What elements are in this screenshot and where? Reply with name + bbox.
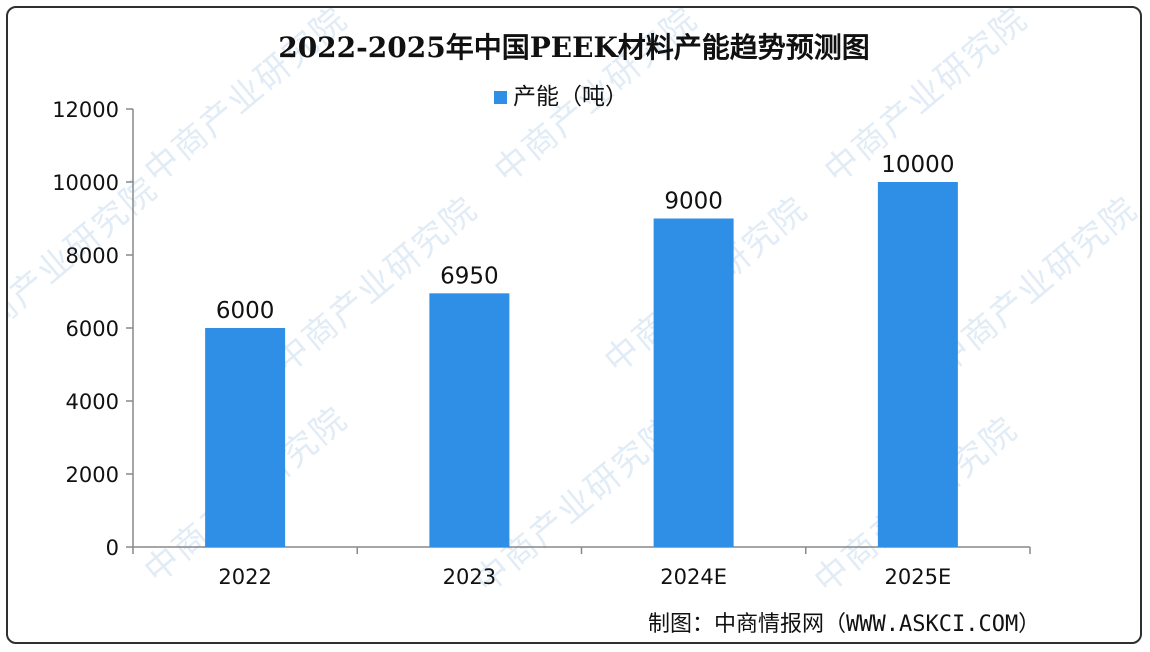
bar bbox=[877, 182, 958, 547]
chart-title: 2022-2025年中国PEEK材料产能趋势预测图 bbox=[278, 31, 870, 64]
legend-swatch bbox=[494, 91, 507, 104]
y-tick-label: 4000 bbox=[66, 390, 119, 414]
x-tick-label: 2024E bbox=[660, 565, 727, 589]
source-credit: 制图：中商情报网（WWW.ASKCI.COM） bbox=[648, 612, 1041, 637]
data-label: 10000 bbox=[881, 152, 954, 178]
y-tick-label: 12000 bbox=[52, 98, 119, 122]
y-tick-label: 6000 bbox=[66, 317, 119, 341]
x-tick-label: 2022 bbox=[218, 565, 271, 589]
data-label: 6950 bbox=[440, 263, 499, 289]
bar bbox=[653, 218, 734, 547]
data-label: 6000 bbox=[216, 298, 275, 324]
x-tick-label: 2025E bbox=[885, 565, 952, 589]
bar bbox=[205, 328, 286, 547]
x-tick-label: 2023 bbox=[443, 565, 496, 589]
bar bbox=[429, 293, 510, 547]
y-tick-label: 8000 bbox=[66, 244, 119, 268]
chart-frame: 中商产业研究院 中商产业研究院 中商产业研究院 中商产业研究院 中商产业研究院 … bbox=[6, 6, 1142, 644]
data-label: 9000 bbox=[664, 189, 723, 215]
y-tick-label: 0 bbox=[106, 536, 119, 560]
y-tick-label: 10000 bbox=[52, 171, 119, 195]
y-tick-label: 2000 bbox=[66, 463, 119, 487]
bar-chart: 0 2000 4000 6000 8000 10000 12000 6000 2022 6950 2… bbox=[52, 84, 1031, 589]
legend-label: 产能（吨） bbox=[513, 84, 628, 110]
